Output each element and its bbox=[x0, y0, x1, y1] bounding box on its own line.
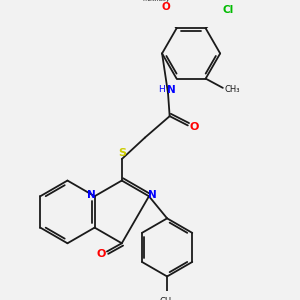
Text: O: O bbox=[161, 2, 170, 12]
Text: Cl: Cl bbox=[222, 5, 233, 16]
Text: S: S bbox=[118, 148, 126, 158]
Text: CH₃: CH₃ bbox=[159, 297, 175, 300]
Text: O: O bbox=[189, 122, 198, 132]
Text: N: N bbox=[148, 190, 157, 200]
Text: H: H bbox=[158, 85, 165, 94]
Text: N: N bbox=[87, 190, 96, 200]
Text: CH₃: CH₃ bbox=[224, 85, 240, 94]
Text: methoxy: methoxy bbox=[142, 0, 170, 2]
Text: N: N bbox=[167, 85, 176, 95]
Text: O: O bbox=[96, 249, 106, 259]
